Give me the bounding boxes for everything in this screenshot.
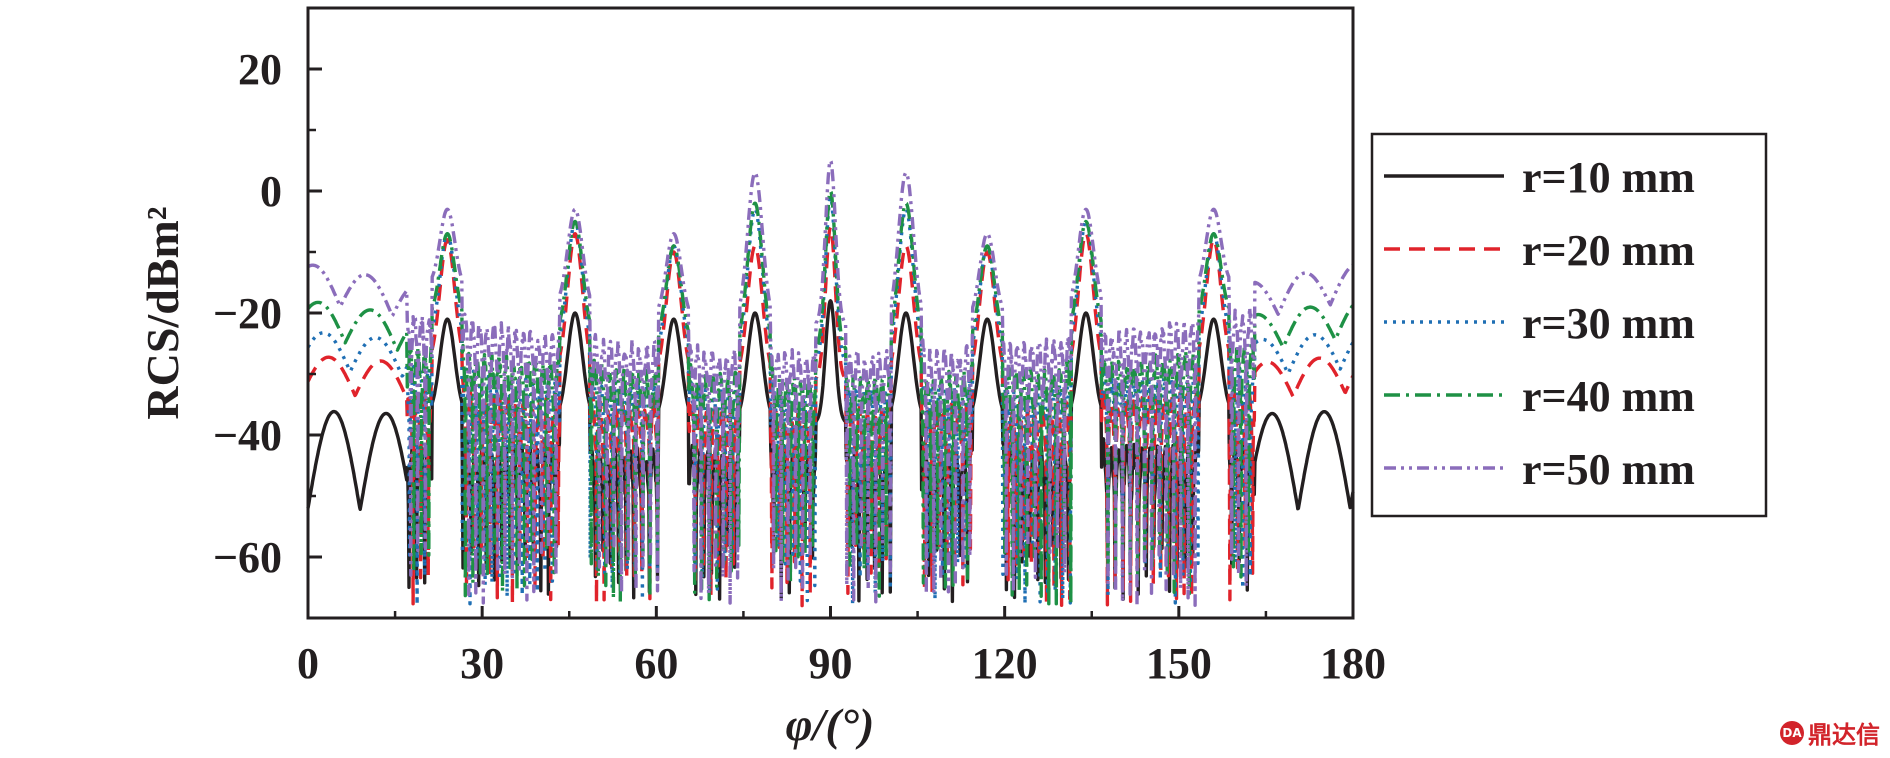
legend-label: r=20 mm (1522, 226, 1695, 275)
series-line-5 (306, 158, 1355, 608)
legend-label: r=30 mm (1522, 299, 1695, 348)
legend-box (1370, 132, 1768, 518)
x-tick-label: 60 (634, 639, 678, 688)
watermark: DA 鼎达信 (1780, 715, 1880, 750)
y-tick-label: 0 (260, 167, 282, 216)
legend: r=10 mm r=20 mm r=30 mm r=40 mm r=50 mm (1370, 132, 1768, 518)
y-tick-label: 20 (238, 45, 282, 94)
series-line-2 (306, 225, 1355, 608)
x-tick-label: 90 (809, 639, 853, 688)
legend-label: r=10 mm (1522, 153, 1695, 202)
logo-icon: DA (1780, 720, 1804, 745)
watermark-text: 鼎达信 (1808, 721, 1880, 749)
x-axis-title: φ/(°) (786, 699, 875, 750)
y-tick-label: −40 (213, 411, 282, 460)
legend-label: r=50 mm (1522, 445, 1695, 494)
x-tick-label: 120 (972, 639, 1038, 688)
series-line-4 (306, 189, 1355, 607)
series-layer (306, 158, 1355, 608)
legend-label: r=40 mm (1522, 372, 1695, 421)
x-tick-label: 0 (297, 639, 319, 688)
y-axis-title: RCS/dBm² (137, 206, 188, 419)
y-tick-label: −20 (213, 289, 282, 338)
axes: 0 30 60 90 120 150 180 −60 −40 −20 0 20 (213, 6, 1386, 688)
x-tick-label: 30 (460, 639, 504, 688)
x-tick-label: 180 (1320, 639, 1386, 688)
x-tick-label: 150 (1146, 639, 1212, 688)
y-tick-label: −60 (213, 533, 282, 582)
